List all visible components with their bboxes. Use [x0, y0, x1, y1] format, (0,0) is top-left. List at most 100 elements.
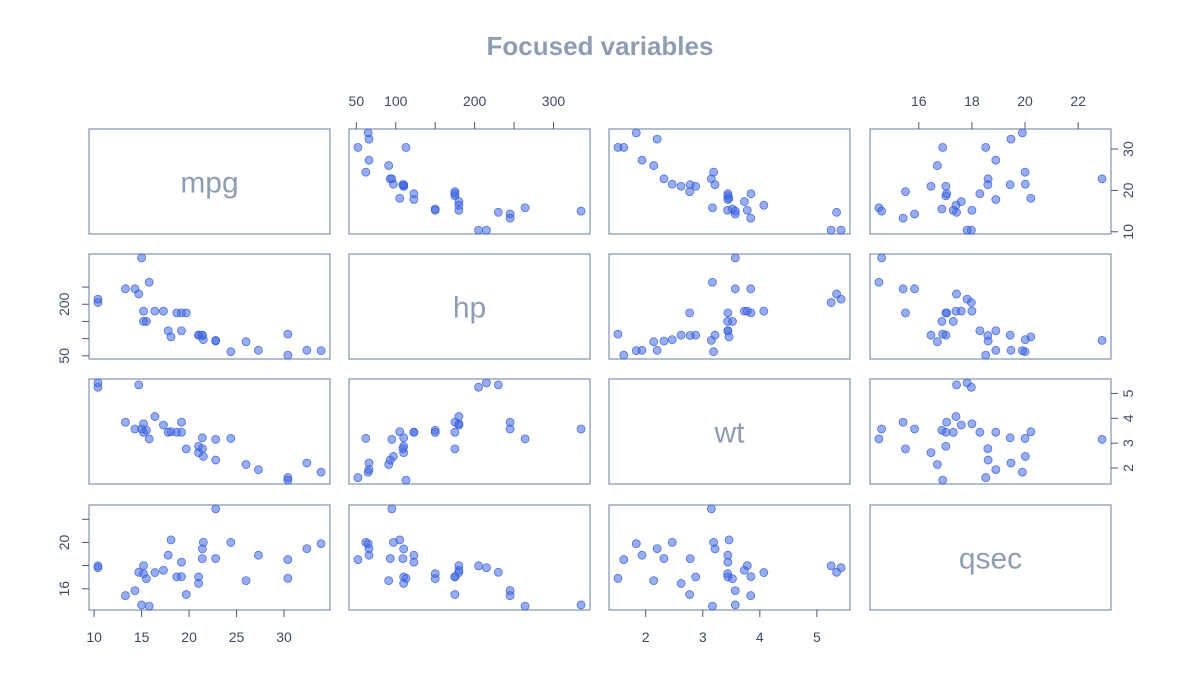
data-point [676, 579, 686, 588]
data-point [197, 331, 207, 340]
data-point [742, 561, 752, 570]
data-point [401, 142, 411, 152]
tick-label: 16 [56, 581, 72, 597]
tick-label: 5 [813, 629, 821, 645]
data-point [709, 538, 719, 547]
data-point [520, 203, 530, 213]
data-point [409, 195, 419, 204]
data-point [730, 206, 740, 216]
data-point [144, 601, 154, 611]
data-point [991, 326, 1001, 336]
tick-label: 50 [349, 93, 365, 109]
data-point [948, 427, 958, 437]
tick-label: 300 [542, 93, 566, 109]
data-point [181, 308, 191, 318]
data-point [166, 535, 176, 545]
data-point [676, 330, 686, 340]
data-point [198, 452, 208, 461]
data-point [991, 345, 1001, 355]
data-point [1026, 193, 1036, 203]
data-point [723, 550, 733, 560]
data-point [401, 475, 411, 485]
panel-frame [88, 504, 331, 611]
data-point [363, 539, 373, 549]
data-point [942, 417, 952, 427]
tick-label: 50 [56, 348, 72, 364]
data-point [877, 206, 886, 216]
data-point [898, 284, 908, 294]
tick-label: 3 [1120, 439, 1136, 447]
data-point [649, 576, 659, 586]
data-point [952, 380, 961, 390]
data-point [1005, 433, 1015, 443]
data-point [241, 576, 251, 586]
data-point [708, 203, 717, 213]
data-point [121, 591, 130, 600]
data-point [975, 326, 985, 336]
data-point [474, 225, 483, 235]
data-point [474, 382, 483, 392]
data-point [398, 444, 408, 454]
data-point [991, 195, 1001, 204]
data-point [981, 350, 991, 360]
data-point [177, 417, 186, 427]
data-point [197, 444, 207, 454]
panel-wt-vs-mpg [88, 378, 331, 485]
data-point [667, 537, 677, 547]
data-point [1006, 134, 1016, 144]
data-point [454, 561, 464, 570]
variable-label-hp: hp [453, 292, 486, 325]
data-point [826, 561, 836, 571]
data-point [983, 180, 993, 190]
tick-label: 30 [276, 629, 292, 645]
data-point [937, 317, 947, 326]
left-axis-hp: 50 200 [56, 286, 89, 364]
data-point [253, 550, 263, 560]
data-point [177, 557, 186, 567]
data-point [316, 539, 326, 549]
panel-mpg-vs-wt [608, 128, 851, 235]
data-point [1020, 167, 1030, 177]
data-point [983, 331, 993, 340]
data-point [730, 600, 740, 610]
panel-frame [348, 504, 591, 611]
data-point [389, 537, 398, 547]
data-point [730, 586, 740, 595]
data-point [877, 424, 886, 434]
panel-qsec-vs-wt [608, 504, 851, 611]
tick-label: 4 [756, 629, 764, 645]
bottom-axis-wt: 2 3 4 5 [642, 610, 821, 645]
data-point [975, 189, 985, 199]
data-point [121, 417, 130, 427]
data-point [708, 277, 717, 287]
data-point [353, 555, 363, 564]
panel-hp-vs-mpg [88, 253, 331, 360]
data-point [389, 179, 398, 189]
data-point [385, 554, 395, 563]
tick-label: 20 [56, 534, 72, 550]
data-point [1026, 427, 1036, 437]
data-point [613, 329, 623, 339]
data-point [1020, 434, 1030, 443]
panel-wt-vs-hp [348, 378, 591, 485]
data-point [177, 427, 186, 437]
data-point [746, 572, 756, 581]
data-point [474, 561, 483, 571]
data-point [482, 563, 491, 573]
data-point [482, 378, 491, 388]
panel-wt-vs-wt: wt [608, 378, 851, 485]
right-axis-wt: 2 3 4 5 [1111, 389, 1136, 472]
data-point [163, 427, 173, 437]
data-point [401, 573, 411, 583]
data-point [144, 434, 154, 444]
data-point [951, 412, 961, 421]
data-point [676, 181, 686, 191]
data-point [746, 213, 756, 223]
data-point [159, 565, 168, 575]
data-point [637, 550, 647, 560]
data-point [121, 284, 130, 294]
data-point [932, 161, 942, 170]
data-point [387, 435, 397, 444]
data-point [1020, 452, 1030, 461]
data-point [505, 213, 515, 223]
